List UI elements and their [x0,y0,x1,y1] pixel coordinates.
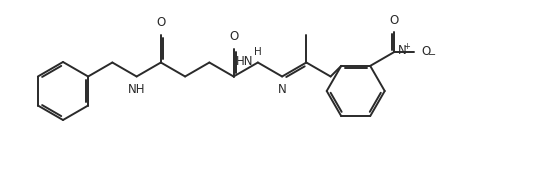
Text: N: N [397,44,406,57]
Text: −: − [428,50,436,60]
Text: N: N [278,83,286,96]
Text: O: O [156,15,166,28]
Text: +: + [404,42,410,51]
Text: H: H [254,46,262,57]
Text: O: O [421,45,430,58]
Text: NH: NH [128,83,145,96]
Text: O: O [229,29,238,43]
Text: O: O [390,14,399,27]
Text: HN: HN [237,55,254,68]
